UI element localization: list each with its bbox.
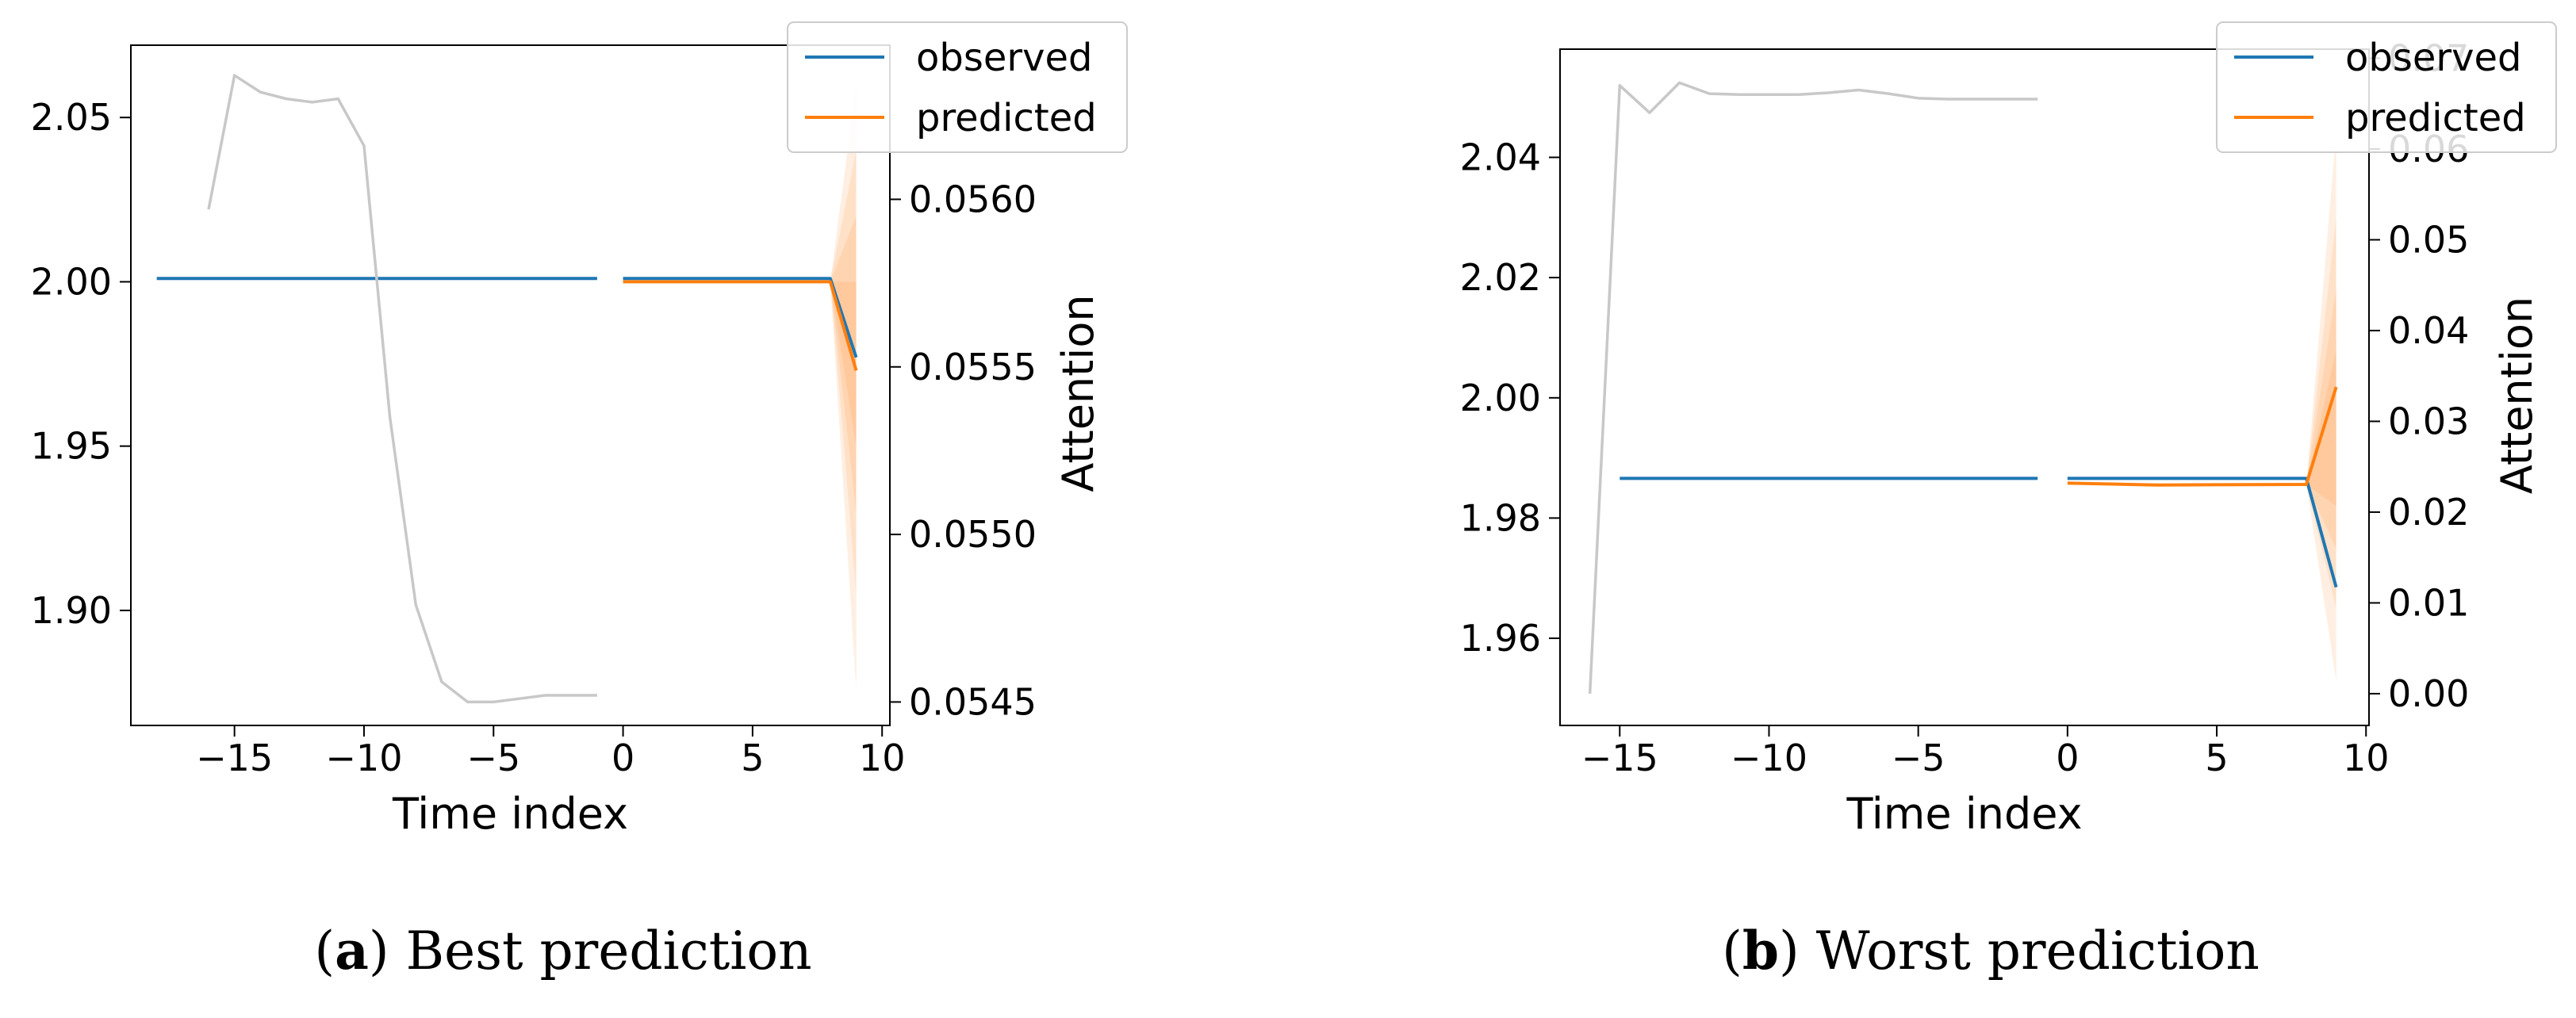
x-tick-label: 10 bbox=[859, 737, 906, 779]
y-tick-label: 1.95 bbox=[31, 425, 112, 468]
y-tick-label: 1.90 bbox=[31, 589, 112, 632]
caption-letter: b bbox=[1742, 920, 1780, 982]
legend-box bbox=[787, 21, 1128, 153]
x-tick-label: −15 bbox=[196, 737, 273, 779]
y-tick-label: 1.98 bbox=[1460, 496, 1541, 539]
x-tick-label: 0 bbox=[611, 737, 634, 779]
axes-frame bbox=[1559, 48, 2370, 726]
predicted-line-2 bbox=[623, 280, 858, 371]
plot-area bbox=[156, 74, 858, 704]
x-tick-label: 5 bbox=[741, 737, 764, 779]
predicted-line-2 bbox=[2067, 386, 2338, 487]
y-tick-label: 2.05 bbox=[31, 96, 112, 139]
legend-label-predicted: predicted bbox=[2345, 96, 2526, 140]
prediction-interval-band-2 bbox=[2306, 289, 2336, 549]
y2-axis-label: Attention bbox=[2492, 297, 2542, 494]
x-tick-label: −10 bbox=[1731, 737, 1807, 779]
caption-best-prediction: (a) Best prediction bbox=[314, 920, 812, 982]
panel-best-prediction: −15 −10 −5 0 5 10 Time index 1.90 1.95 2.00 2.05 0.… bbox=[31, 21, 1128, 839]
y2-tick-label: 0.05 bbox=[2388, 218, 2469, 261]
plot-area bbox=[1588, 81, 2338, 695]
prediction-interval-band-0 bbox=[2306, 133, 2336, 681]
y2-tick-label: 0.0545 bbox=[909, 680, 1037, 723]
observed-line-1 bbox=[2067, 476, 2338, 588]
prediction-interval-band-1 bbox=[830, 150, 857, 595]
x-tick-label: −15 bbox=[1581, 737, 1658, 779]
prediction-interval-band-2 bbox=[830, 216, 857, 512]
legend-label-predicted: predicted bbox=[916, 96, 1097, 140]
y-tick-label: 2.00 bbox=[31, 260, 112, 303]
y-tick-label: 2.02 bbox=[1460, 256, 1541, 299]
x-axis-label: Time index bbox=[1846, 789, 2082, 839]
x-tick-label: −5 bbox=[1892, 737, 1945, 779]
legend-label-observed: observed bbox=[2345, 36, 2522, 80]
y-tick-label: 2.04 bbox=[1460, 136, 1541, 178]
legend-label-observed: observed bbox=[916, 36, 1093, 80]
y2-tick-label: 0.0550 bbox=[909, 513, 1037, 556]
prediction-interval-band-0 bbox=[830, 84, 857, 690]
panel-worst-prediction: −15 −10 −5 0 5 10 Time index 1.96 1.98 2.00 2.02 2.… bbox=[1460, 21, 2557, 839]
observed-line-1 bbox=[623, 277, 858, 358]
attention-line-3 bbox=[1588, 81, 2038, 695]
caption-text: Best prediction bbox=[405, 920, 812, 982]
y2-axis-label: Attention bbox=[1053, 294, 1103, 492]
y2-tick-label: 0.0560 bbox=[909, 178, 1037, 220]
y2-tick-label: 0.03 bbox=[2388, 400, 2469, 442]
caption-text: Worst prediction bbox=[1815, 920, 2260, 982]
prediction-interval-band-3 bbox=[2306, 350, 2336, 507]
y2-tick-label: 0.0555 bbox=[909, 346, 1037, 388]
legend-box bbox=[2216, 21, 2557, 153]
y-tick-label: 1.96 bbox=[1460, 617, 1541, 660]
x-tick-label: 5 bbox=[2205, 737, 2228, 779]
y2-tick-label: 0.02 bbox=[2388, 491, 2469, 534]
x-axis-label: Time index bbox=[392, 789, 628, 839]
x-tick-label: 10 bbox=[2343, 737, 2390, 779]
x-tick-label: 0 bbox=[2056, 737, 2079, 779]
x-tick-label: −10 bbox=[325, 737, 402, 779]
y-tick-label: 2.00 bbox=[1460, 377, 1541, 419]
y2-tick-label: 0.00 bbox=[2388, 672, 2469, 715]
x-tick-label: −5 bbox=[466, 737, 520, 779]
y2-tick-label: 0.01 bbox=[2388, 581, 2469, 624]
prediction-interval-band-3 bbox=[830, 281, 857, 446]
caption-letter: a bbox=[335, 920, 369, 982]
attention-line-3 bbox=[207, 74, 597, 704]
axes-frame bbox=[130, 44, 891, 726]
y2-tick-label: 0.04 bbox=[2388, 309, 2469, 352]
caption-worst-prediction: (b) Worst prediction bbox=[1722, 920, 2260, 982]
